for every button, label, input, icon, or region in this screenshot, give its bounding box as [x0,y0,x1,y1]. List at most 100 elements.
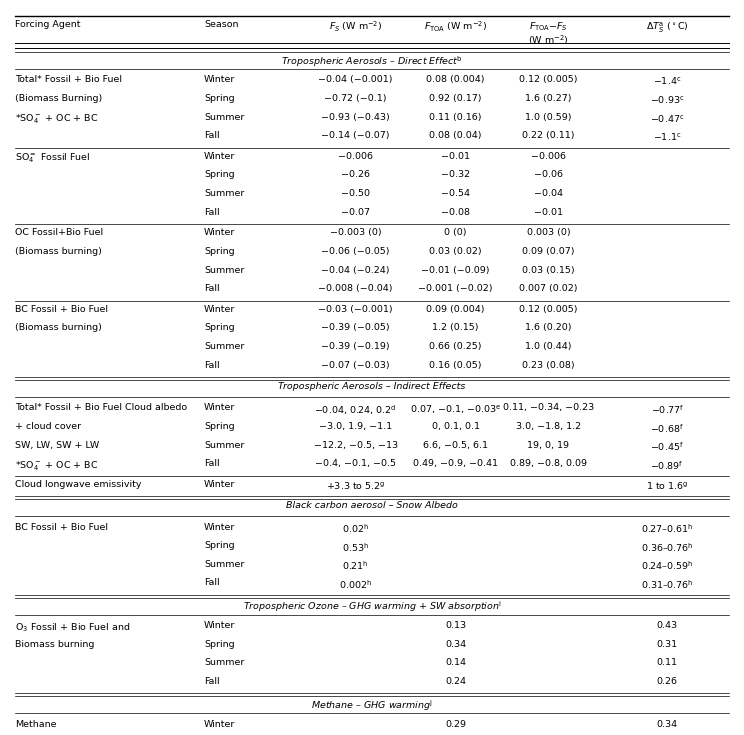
Text: −3.0, 1.9, −1.1: −3.0, 1.9, −1.1 [319,422,392,431]
Text: −0.14 (−0.07): −0.14 (−0.07) [321,131,390,140]
Text: 0.53$^{\rm h}$: 0.53$^{\rm h}$ [342,541,369,553]
Text: Winter: Winter [204,523,236,531]
Text: −0.006: −0.006 [338,152,373,161]
Text: BC Fossil + Bio Fuel: BC Fossil + Bio Fuel [15,523,108,531]
Text: −0.45$^{\rm f}$: −0.45$^{\rm f}$ [650,440,684,453]
Text: *SO$_4^-$ + OC + BC: *SO$_4^-$ + OC + BC [15,459,98,473]
Text: 0.21$^{\rm h}$: 0.21$^{\rm h}$ [342,560,369,573]
Text: 0.002$^{\rm h}$: 0.002$^{\rm h}$ [339,578,372,591]
Text: 1.6 (0.27): 1.6 (0.27) [525,94,571,103]
Text: −0.50: −0.50 [341,189,370,198]
Text: 1.0 (0.59): 1.0 (0.59) [525,112,571,121]
Text: −0.26: −0.26 [341,171,370,179]
Text: 3.0, −1.8, 1.2: 3.0, −1.8, 1.2 [516,422,581,431]
Text: Summer: Summer [204,112,245,121]
Text: −0.04 (−0.24): −0.04 (−0.24) [321,265,390,275]
Text: Fall: Fall [204,284,219,293]
Text: 0.007 (0.02): 0.007 (0.02) [519,284,577,293]
Text: Tropospheric Aerosols – Indirect Effects: Tropospheric Aerosols – Indirect Effects [278,382,466,391]
Text: −0.006: −0.006 [531,152,566,161]
Text: Fall: Fall [204,578,219,587]
Text: Spring: Spring [204,541,235,551]
Text: Spring: Spring [204,171,235,179]
Text: Summer: Summer [204,342,245,351]
Text: Fall: Fall [204,459,219,468]
Text: Total* Fossil + Bio Fuel Cloud albedo: Total* Fossil + Bio Fuel Cloud albedo [15,404,187,412]
Text: Winter: Winter [204,404,236,412]
Text: Winter: Winter [204,720,236,728]
Text: Summer: Summer [204,440,245,450]
Text: 0.02$^{\rm h}$: 0.02$^{\rm h}$ [342,523,369,535]
Text: 0.29: 0.29 [445,720,466,728]
Text: Tropospheric Aerosols – Direct Effect$^{\rm b}$: Tropospheric Aerosols – Direct Effect$^{… [281,54,463,69]
Text: BC Fossil + Bio Fuel: BC Fossil + Bio Fuel [15,305,108,314]
Text: 0.26: 0.26 [656,677,678,686]
Text: Summer: Summer [204,265,245,275]
Text: −0.07: −0.07 [341,208,370,217]
Text: Winter: Winter [204,305,236,314]
Text: −0.01: −0.01 [534,208,563,217]
Text: (Biomass Burning): (Biomass Burning) [15,94,102,103]
Text: 0.23 (0.08): 0.23 (0.08) [522,361,574,370]
Text: 0.14: 0.14 [445,659,466,667]
Text: −0.54: −0.54 [441,189,470,198]
Text: Forcing Agent: Forcing Agent [15,21,80,29]
Text: (Biomass burning): (Biomass burning) [15,247,102,256]
Text: −0.01 (−0.09): −0.01 (−0.09) [421,265,490,275]
Text: Methane – GHG warming$^{\rm j}$: Methane – GHG warming$^{\rm j}$ [311,698,433,713]
Text: 0.31: 0.31 [656,639,678,648]
Text: 0.11, −0.34, −0.23: 0.11, −0.34, −0.23 [503,404,594,412]
Text: −0.08: −0.08 [441,208,470,217]
Text: 0.12 (0.005): 0.12 (0.005) [519,76,577,85]
Text: Summer: Summer [204,659,245,667]
Text: Spring: Spring [204,422,235,431]
Text: −0.06: −0.06 [534,171,563,179]
Text: 0.13: 0.13 [445,621,466,630]
Text: Winter: Winter [204,480,236,489]
Text: 0.07, −0.1, −0.03$^{\rm e}$: 0.07, −0.1, −0.03$^{\rm e}$ [410,404,501,416]
Text: 0.89, −0.8, 0.09: 0.89, −0.8, 0.09 [510,459,587,468]
Text: Spring: Spring [204,247,235,256]
Text: Winter: Winter [204,229,236,237]
Text: Cloud longwave emissivity: Cloud longwave emissivity [15,480,141,489]
Text: Spring: Spring [204,323,235,332]
Text: 0.43: 0.43 [656,621,678,630]
Text: 0.24–0.59$^{\rm h}$: 0.24–0.59$^{\rm h}$ [641,560,693,573]
Text: 0.66 (0.25): 0.66 (0.25) [429,342,482,351]
Text: −0.04, 0.24, 0.2$^{\rm d}$: −0.04, 0.24, 0.2$^{\rm d}$ [315,404,397,417]
Text: 0.49, −0.9, −0.41: 0.49, −0.9, −0.41 [413,459,498,468]
Text: 0.08 (0.004): 0.08 (0.004) [426,76,485,85]
Text: 0.16 (0.05): 0.16 (0.05) [429,361,482,370]
Text: −0.06 (−0.05): −0.06 (−0.05) [321,247,390,256]
Text: 1.2 (0.15): 1.2 (0.15) [432,323,479,332]
Text: −0.39 (−0.19): −0.39 (−0.19) [321,342,390,351]
Text: 0.03 (0.02): 0.03 (0.02) [429,247,482,256]
Text: −0.32: −0.32 [441,171,470,179]
Text: Biomass burning: Biomass burning [15,639,94,648]
Text: $F_S$ (W m$^{-2}$): $F_S$ (W m$^{-2}$) [329,21,382,35]
Text: (Biomass burning): (Biomass burning) [15,323,102,332]
Text: −0.04: −0.04 [534,189,563,198]
Text: 0.36–0.76$^{\rm h}$: 0.36–0.76$^{\rm h}$ [641,541,693,553]
Text: $F_{\rm TOA}$$-$$F_S$: $F_{\rm TOA}$$-$$F_S$ [529,21,568,33]
Text: $\Delta T_S^{\rm a}$ ($^\circ$C): $\Delta T_S^{\rm a}$ ($^\circ$C) [646,21,688,35]
Text: + cloud cover: + cloud cover [15,422,81,431]
Text: −12.2, −0.5, −13: −12.2, −0.5, −13 [313,440,397,450]
Text: −0.04 (−0.001): −0.04 (−0.001) [318,76,393,85]
Text: −0.93 (−0.43): −0.93 (−0.43) [321,112,390,121]
Text: Fall: Fall [204,361,219,370]
Text: 0.003 (0): 0.003 (0) [527,229,570,237]
Text: OC Fossil+Bio Fuel: OC Fossil+Bio Fuel [15,229,103,237]
Text: −1.4$^{\rm c}$: −1.4$^{\rm c}$ [652,76,682,87]
Text: (W m$^{-2}$): (W m$^{-2}$) [528,33,568,47]
Text: −0.001 (−0.02): −0.001 (−0.02) [418,284,493,293]
Text: 0.34: 0.34 [656,720,678,728]
Text: 0.11: 0.11 [656,659,678,667]
Text: Black carbon aerosol – Snow Albedo: Black carbon aerosol – Snow Albedo [286,501,458,510]
Text: Tropospheric Ozone – GHG warming + SW absorption$^{\rm i}$: Tropospheric Ozone – GHG warming + SW ab… [243,600,501,614]
Text: *SO$_4^-$ + OC + BC: *SO$_4^-$ + OC + BC [15,112,98,126]
Text: −0.008 (−0.04): −0.008 (−0.04) [318,284,393,293]
Text: 0.22 (0.11): 0.22 (0.11) [522,131,574,140]
Text: 0.03 (0.15): 0.03 (0.15) [522,265,574,275]
Text: Summer: Summer [204,189,245,198]
